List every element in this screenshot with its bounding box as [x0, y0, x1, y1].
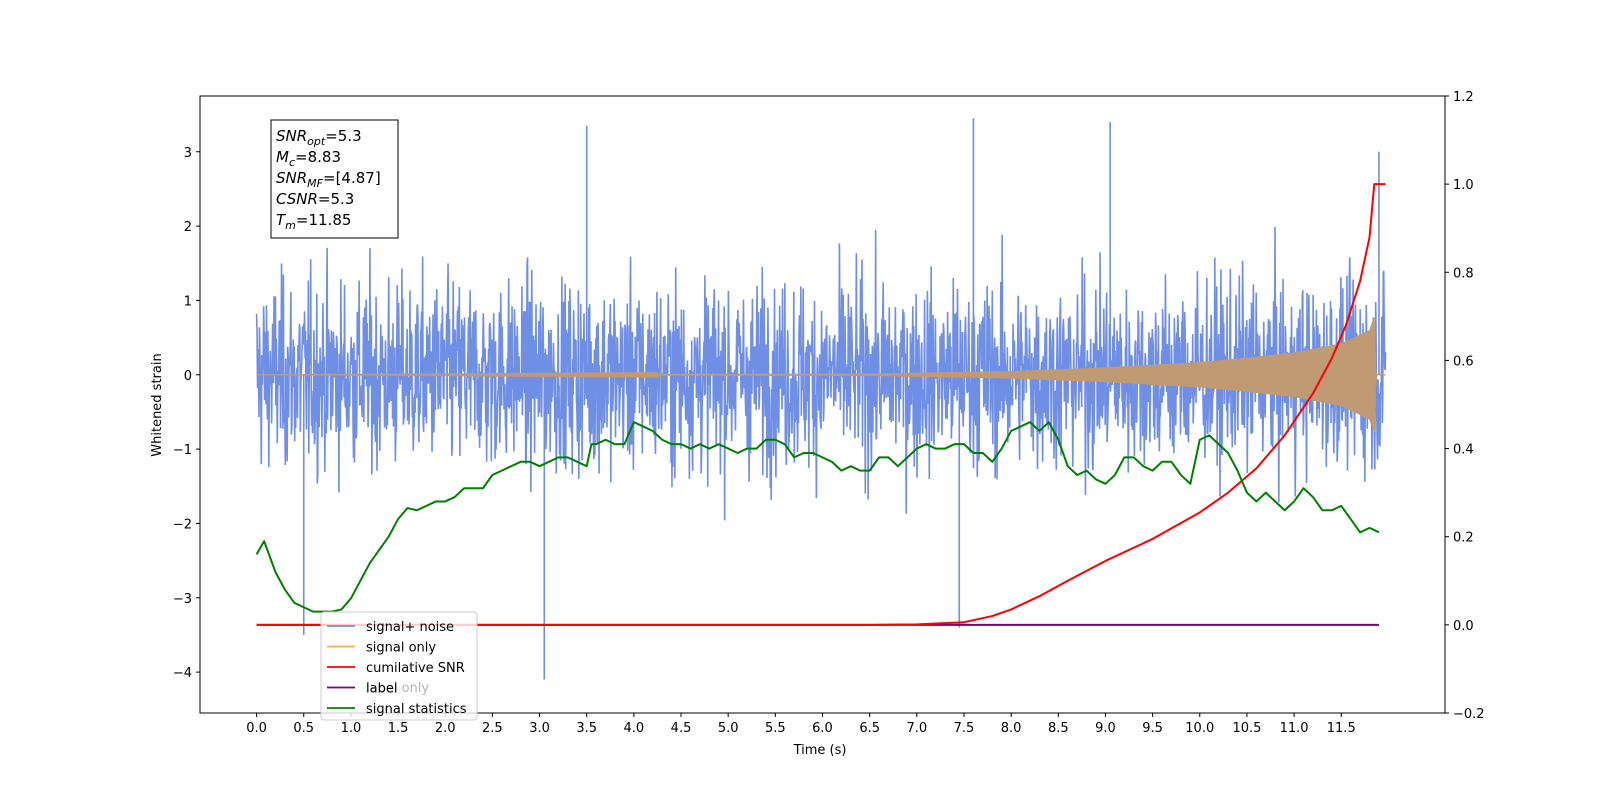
legend-label-ghost: label only: [366, 681, 429, 696]
x-axis-label: Time (s): [793, 743, 847, 758]
x-tick-label: 9.5: [1142, 721, 1163, 736]
y-left-tick-label: −2: [173, 517, 192, 532]
y-right-tick-label: 0.8: [1453, 266, 1474, 281]
y-left-tick-label: −1: [173, 443, 192, 458]
x-tick-label: 1.5: [388, 721, 409, 736]
legend-label: signal statistics: [366, 702, 467, 717]
x-tick-label: 7.0: [906, 721, 927, 736]
y-left-tick-label: 1: [184, 294, 192, 309]
y-left-tick-label: −4: [173, 666, 192, 681]
y-left-tick-label: 3: [184, 146, 192, 161]
x-tick-label: 5.0: [718, 721, 739, 736]
plot-area: [255, 118, 1387, 680]
annotation-line: Mc=8.83: [276, 148, 341, 169]
y-left-tick-label: −3: [173, 592, 192, 607]
x-tick-label: 0.5: [293, 721, 314, 736]
x-tick-label: 1.0: [341, 721, 362, 736]
x-tick-label: 0.0: [246, 721, 267, 736]
x-tick-label: 5.5: [765, 721, 786, 736]
cumulative-snr-series: [256, 183, 1386, 626]
x-tick-label: 2.0: [435, 721, 456, 736]
y-left-tick-label: 2: [184, 220, 192, 235]
legend-label: cumilative SNR: [366, 661, 465, 676]
x-tick-label: 3.5: [576, 721, 597, 736]
annotation-box-frame: [270, 119, 399, 239]
signal-noise-line: [255, 226, 1387, 521]
x-tick-label: 4.0: [624, 721, 645, 736]
y-right-tick-label: 1.0: [1453, 178, 1474, 193]
signal-only-line: [256, 317, 1386, 432]
signal-noise-series: [255, 118, 1387, 680]
cumulative-snr-line: [256, 183, 1386, 626]
legend-label: label: [366, 682, 397, 697]
x-tick-label: 11.0: [1280, 721, 1309, 736]
signal-statistics-series: [255, 421, 1380, 613]
signal-statistics-line: [255, 421, 1380, 613]
annotation-line: CSNR=5.3: [276, 190, 354, 208]
signal-only-series: [256, 317, 1386, 432]
x-tick-label: 3.0: [529, 721, 550, 736]
legend-frame: [320, 611, 478, 721]
x-axis: 0.0 0.5 1.0 1.5 2.0 2.5 3.0 3.5 4.0 4.5 5.0 5.5 6.0 6…: [246, 713, 1356, 736]
x-tick-label: 6.5: [859, 721, 880, 736]
x-tick-label: 8.5: [1048, 721, 1069, 736]
y-left-tick-label: 0: [184, 369, 192, 384]
y-axis-right: −0.2 0.0 0.2 0.4 0.6 0.8 1.0 1.2: [1445, 90, 1485, 722]
legend: signal+ noise signal only cumilative SNR la…: [320, 611, 478, 721]
y-right-tick-label: 1.2: [1453, 90, 1474, 105]
x-tick-label: 10.0: [1185, 721, 1214, 736]
y-right-tick-label: 0.4: [1453, 443, 1474, 458]
y-right-tick-label: 0.6: [1453, 354, 1474, 369]
y-right-tick-label: −0.2: [1453, 707, 1485, 722]
x-tick-label: 11.5: [1327, 721, 1356, 736]
legend-label: signal+ noise: [366, 620, 454, 635]
x-tick-label: 10.5: [1232, 721, 1261, 736]
annotation-line: SNRopt=5.3: [276, 127, 362, 148]
annotation-line: SNRMF=[4.87]: [276, 169, 381, 190]
x-tick-label: 4.5: [671, 721, 692, 736]
legend-label: signal only: [366, 641, 436, 656]
x-tick-label: 8.0: [1001, 721, 1022, 736]
y-right-tick-label: 0.2: [1453, 531, 1474, 546]
y-axis-left: −4 −3 −2 −1 0 1 2 3: [173, 146, 200, 681]
x-tick-label: 6.0: [812, 721, 833, 736]
x-tick-label: 2.5: [482, 721, 503, 736]
annotation-line: Tm=11.85: [276, 211, 351, 232]
x-tick-label: 7.5: [954, 721, 975, 736]
y-right-tick-label: 0.0: [1453, 619, 1474, 634]
y-axis-label: Whitened strain: [150, 353, 165, 456]
x-tick-label: 9.0: [1095, 721, 1116, 736]
